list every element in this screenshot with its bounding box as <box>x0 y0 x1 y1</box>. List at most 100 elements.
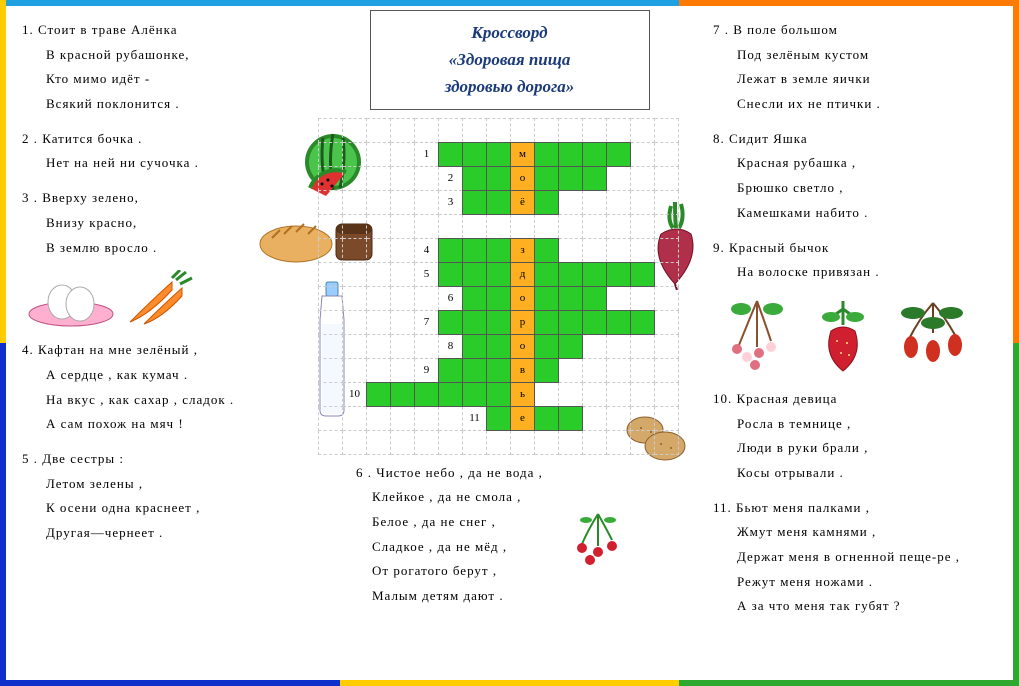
crossword-cell[interactable] <box>535 406 559 430</box>
crossword-cell[interactable] <box>583 286 607 310</box>
crossword-cell[interactable] <box>559 166 583 190</box>
border-seg <box>1013 343 1019 686</box>
crossword-cell[interactable] <box>583 142 607 166</box>
crossword-highlight-cell[interactable]: в <box>511 358 535 382</box>
crossword-cell[interactable] <box>631 262 655 286</box>
crossword-cell[interactable] <box>463 166 487 190</box>
crossword-cell[interactable] <box>463 262 487 286</box>
crossword-cell[interactable] <box>487 382 511 406</box>
crossword-cell[interactable] <box>607 310 631 334</box>
crossword-cell[interactable] <box>463 382 487 406</box>
crossword-cell[interactable] <box>487 358 511 382</box>
crossword-cell[interactable] <box>607 262 631 286</box>
crossword-cell[interactable] <box>463 310 487 334</box>
crossword-cell[interactable] <box>583 166 607 190</box>
clue-number: 11 <box>463 406 487 430</box>
crossword-cell[interactable] <box>487 406 511 430</box>
grid-bg <box>343 286 367 310</box>
grid-bg <box>511 214 535 238</box>
crossword-highlight-cell[interactable]: о <box>511 166 535 190</box>
crossword-cell[interactable] <box>415 382 439 406</box>
crossword-cell[interactable] <box>463 334 487 358</box>
crossword-highlight-cell[interactable]: з <box>511 238 535 262</box>
grid-bg <box>583 382 607 406</box>
riddle-line: Красный бычок <box>729 240 829 255</box>
clue-number: 2 <box>439 166 463 190</box>
crossword-cell[interactable] <box>487 238 511 262</box>
riddle-1: 1. Стоит в траве Алёнка В красной рубашо… <box>22 18 306 117</box>
crossword-highlight-cell[interactable]: р <box>511 310 535 334</box>
border-top <box>0 0 1019 6</box>
crossword-cell[interactable] <box>463 286 487 310</box>
border-seg <box>1013 0 1019 343</box>
riddle-line: Вверху зелено, <box>42 190 139 205</box>
crossword-cell[interactable] <box>463 190 487 214</box>
crossword-cell[interactable] <box>487 142 511 166</box>
crossword-cell[interactable] <box>439 382 463 406</box>
crossword-highlight-cell[interactable]: м <box>511 142 535 166</box>
crossword-cell[interactable] <box>535 286 559 310</box>
grid-bg <box>439 406 463 430</box>
crossword-cell[interactable] <box>439 358 463 382</box>
crossword-cell[interactable] <box>487 310 511 334</box>
crossword-cell[interactable] <box>439 238 463 262</box>
crossword-highlight-cell[interactable]: о <box>511 334 535 358</box>
crossword-cell[interactable] <box>487 166 511 190</box>
crossword-cell[interactable] <box>535 262 559 286</box>
riddle-line: От рогатого берут , <box>356 559 701 584</box>
crossword-cell[interactable] <box>583 310 607 334</box>
crossword-cell[interactable] <box>535 166 559 190</box>
crossword-cell[interactable] <box>391 382 415 406</box>
crossword-cell[interactable] <box>535 142 559 166</box>
crossword-highlight-cell[interactable]: е <box>511 406 535 430</box>
crossword-cell[interactable] <box>559 262 583 286</box>
crossword-cell[interactable] <box>463 238 487 262</box>
crossword-highlight-cell[interactable]: д <box>511 262 535 286</box>
grid-bg <box>391 214 415 238</box>
crossword-cell[interactable] <box>559 406 583 430</box>
crossword-cell[interactable] <box>487 262 511 286</box>
crossword-highlight-cell[interactable]: о <box>511 286 535 310</box>
riddle-line: Лежат в земле яички <box>713 67 997 92</box>
riddle-line: В красной рубашонке, <box>22 43 306 68</box>
crossword-cell[interactable] <box>535 190 559 214</box>
grid-bg <box>319 310 343 334</box>
crossword-cell[interactable] <box>535 238 559 262</box>
crossword-cell[interactable] <box>439 310 463 334</box>
crossword-cell[interactable] <box>559 334 583 358</box>
crossword-cell[interactable] <box>463 142 487 166</box>
crossword-cell[interactable] <box>559 142 583 166</box>
crossword-highlight-cell[interactable]: ь <box>511 382 535 406</box>
riddle-num: 1. <box>22 22 34 37</box>
currant-icon <box>717 295 797 379</box>
grid-bg <box>319 166 343 190</box>
riddle-9: 9. Красный бычок На волоске привязан . <box>713 236 997 285</box>
grid-bg <box>583 430 607 454</box>
grid-bg <box>631 358 655 382</box>
crossword-cell[interactable] <box>439 142 463 166</box>
grid-bg <box>343 334 367 358</box>
crossword-cell[interactable] <box>607 142 631 166</box>
grid-bg <box>367 358 391 382</box>
crossword-cell[interactable] <box>487 286 511 310</box>
crossword-cell[interactable] <box>463 358 487 382</box>
crossword-highlight-cell[interactable]: ё <box>511 190 535 214</box>
border-seg <box>0 680 340 686</box>
crossword-cell[interactable] <box>439 262 463 286</box>
border-seg <box>0 0 340 6</box>
clue-number: 9 <box>415 358 439 382</box>
grid-bg <box>631 406 655 430</box>
riddle-line: Жмут меня камнями , <box>713 520 997 545</box>
crossword-cell[interactable] <box>559 286 583 310</box>
crossword-cell[interactable] <box>535 334 559 358</box>
title-line: Кроссворд <box>389 19 631 46</box>
crossword-cell[interactable] <box>487 334 511 358</box>
crossword-cell[interactable] <box>559 310 583 334</box>
crossword-cell[interactable] <box>583 262 607 286</box>
crossword-cell[interactable] <box>631 310 655 334</box>
crossword-cell[interactable] <box>487 190 511 214</box>
crossword-cell[interactable] <box>535 310 559 334</box>
riddle-line: А сердце , как кумач . <box>22 363 306 388</box>
crossword-cell[interactable] <box>535 358 559 382</box>
crossword-cell[interactable] <box>367 382 391 406</box>
